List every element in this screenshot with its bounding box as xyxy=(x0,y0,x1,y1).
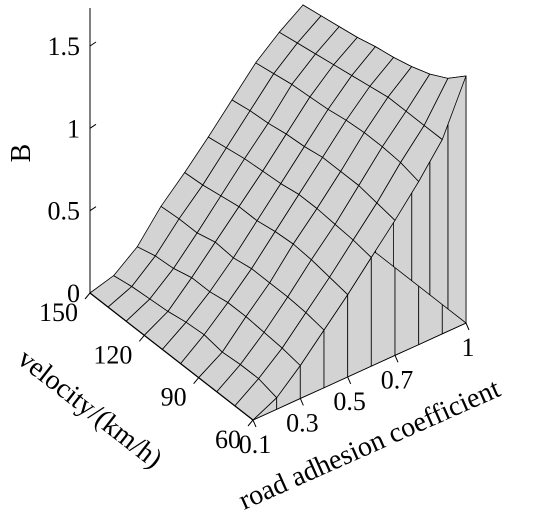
y-tick-mark xyxy=(138,335,145,342)
x-tick-mark xyxy=(252,419,257,428)
y-tick-mark xyxy=(193,377,200,384)
surface-layer xyxy=(89,4,467,421)
y-tick-label: 150 xyxy=(39,298,78,327)
z-tick-label: 0.5 xyxy=(48,197,81,226)
y-tick-label: 90 xyxy=(161,383,187,412)
x-tick-label: 1 xyxy=(462,333,475,362)
y-tick-mark xyxy=(247,419,254,427)
x-tick-mark xyxy=(394,355,399,363)
x-tick-label: 0.1 xyxy=(239,430,272,459)
x-tick-mark xyxy=(465,322,470,331)
x-tick-label: 0.5 xyxy=(333,387,366,416)
x-tick-label: 0.7 xyxy=(381,365,414,394)
z-tick-mark xyxy=(89,123,97,129)
x-tick-mark xyxy=(299,398,304,406)
y-tick-label: 120 xyxy=(93,340,132,369)
y-tick-label: 60 xyxy=(215,425,241,454)
z-tick-mark xyxy=(89,206,97,212)
y-axis-title: velocity/(km/h) xyxy=(12,343,168,475)
y-axis-front-edge xyxy=(89,292,254,421)
z-tick-label: 1.5 xyxy=(48,32,81,61)
z-tick-label: 1 xyxy=(67,114,80,143)
x-tick-label: 0.3 xyxy=(286,408,319,437)
y-tick-mark xyxy=(84,292,91,300)
axes-layer: 0 0.5 1 1.5 60 90 120 150 0.1 0.3 0.5 0.7 1 xyxy=(39,8,475,459)
x-tick-mark xyxy=(347,376,352,385)
z-tick-label: 0 xyxy=(67,279,80,308)
surface-patch xyxy=(423,75,467,140)
z-axis-title: B xyxy=(6,144,37,163)
z-tick-mark xyxy=(89,41,97,47)
